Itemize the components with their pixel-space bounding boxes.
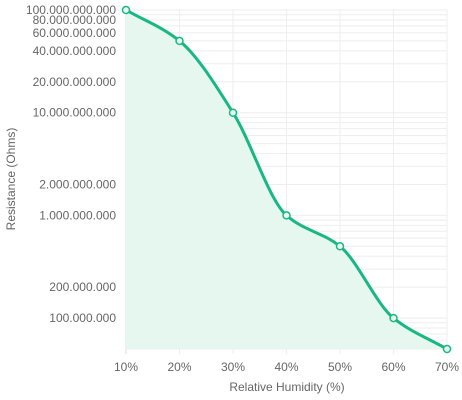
y-tick-label: 100.000.000.000 xyxy=(26,3,116,17)
y-tick-label: 2.000.000.000 xyxy=(39,177,116,191)
data-point[interactable] xyxy=(175,36,184,46)
x-tick-label: 60% xyxy=(381,360,405,374)
data-point[interactable] xyxy=(121,5,131,15)
data-point[interactable] xyxy=(442,344,452,354)
x-axis-ticks: 10% 20% 30% 40% 50% 60% 70% xyxy=(114,360,459,374)
x-axis-label: Relative Humidity (%) xyxy=(229,380,344,394)
data-point[interactable] xyxy=(389,313,398,323)
y-axis-label: Resistance (Ohms) xyxy=(4,128,18,231)
y-axis-ticks: 100.000.000.00080.000.000.00060.000.000.… xyxy=(26,3,116,325)
x-tick-label: 70% xyxy=(435,360,459,374)
y-tick-label: 40.000.000.000 xyxy=(33,44,117,58)
data-point[interactable] xyxy=(282,211,291,220)
data-point[interactable] xyxy=(335,242,345,251)
data-point[interactable] xyxy=(228,108,238,117)
y-tick-label: 1.000.000.000 xyxy=(39,208,116,222)
y-tick-label: 60.000.000.000 xyxy=(33,26,117,40)
y-tick-label: 200.000.000 xyxy=(49,280,116,294)
x-tick-label: 10% xyxy=(114,360,138,374)
data-points xyxy=(121,5,452,354)
x-tick-label: 50% xyxy=(328,360,352,374)
y-tick-label: 100.000.000 xyxy=(49,311,116,325)
x-tick-label: 30% xyxy=(221,360,245,374)
area-fill xyxy=(126,10,447,349)
y-tick-label: 80.000.000.000 xyxy=(33,13,117,27)
y-tick-label: 10.000.000.000 xyxy=(33,106,117,120)
y-tick-label: 20.000.000.000 xyxy=(33,75,117,89)
x-tick-label: 20% xyxy=(167,360,191,374)
x-tick-label: 40% xyxy=(274,360,298,374)
series-area xyxy=(126,10,447,349)
